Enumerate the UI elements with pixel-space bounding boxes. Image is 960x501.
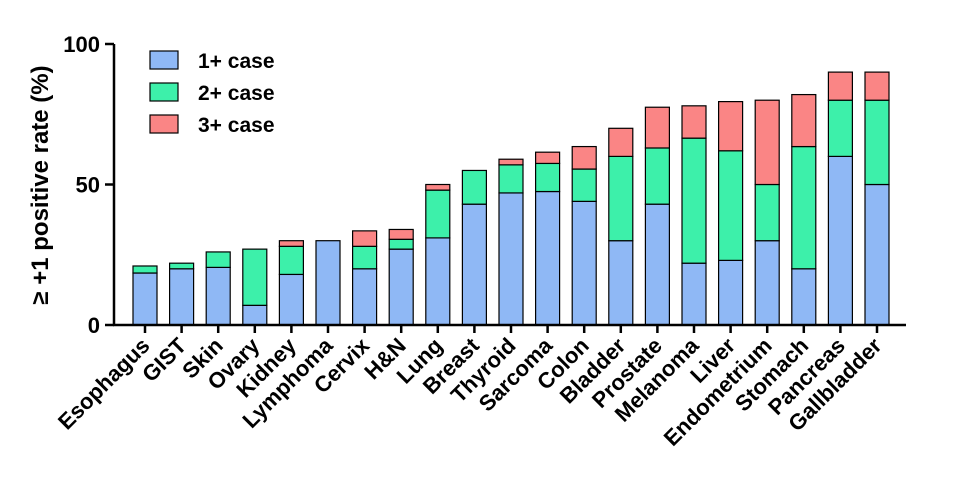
y-tick-label: 50: [76, 173, 100, 198]
bar-1case-colon: [571, 200, 597, 326]
bar-1case-gallbladder: [864, 183, 890, 326]
bar-stack-liver: [717, 101, 744, 326]
bar-3case-liver: [717, 101, 744, 152]
bar-3case-bladder: [608, 127, 634, 158]
bar-3case-kidney: [278, 240, 304, 247]
bar-2case-pancreas: [827, 99, 854, 157]
bar-1case-breast: [461, 203, 487, 326]
bar-2case-endometrium: [754, 183, 780, 242]
legend-label: 3+ case: [198, 114, 275, 137]
bar-2case-thyroid: [498, 164, 524, 194]
bar-stack-endometrium: [754, 99, 780, 326]
bar-3case-endometrium: [754, 99, 780, 186]
bar-stack-ovary: [242, 248, 268, 326]
legend-swatch: [149, 114, 179, 134]
bar-stack-gist: [169, 262, 195, 326]
bar-stack-breast: [461, 169, 487, 326]
bar-2case-melanoma: [681, 137, 707, 264]
bar-1case-gist: [169, 268, 195, 326]
bar-2case-lung: [425, 189, 451, 239]
bar-2case-sarcoma: [534, 162, 561, 193]
bar-1case-cervix: [352, 268, 378, 326]
bar-1case-esophagus: [132, 272, 158, 326]
bar-1case-lung: [425, 237, 451, 326]
bar-2case-gist: [169, 262, 195, 270]
bar-1case-endometrium: [754, 240, 780, 326]
legend: 1+ case 2+ case 3+ case: [149, 50, 275, 137]
bar-stack-stomach: [791, 93, 817, 326]
bar-3case-lung: [425, 183, 451, 191]
bar-2case-bladder: [608, 155, 634, 242]
bar-2case-ovary: [242, 248, 268, 306]
bar-3case-sarcoma: [534, 151, 561, 165]
bar-stack-thyroid: [498, 158, 524, 326]
bar-3case-thyroid: [498, 158, 524, 166]
bar-stack-melanoma: [681, 105, 707, 326]
y-tick-label: 100: [63, 32, 100, 57]
bar-stack-esophagus: [132, 265, 158, 326]
bar-3case-h-n: [388, 228, 414, 240]
bar-stack-gallbladder: [864, 71, 890, 326]
bar-1case-prostate: [644, 203, 671, 326]
bar-2case-kidney: [278, 245, 304, 276]
bar-1case-sarcoma: [534, 190, 561, 326]
bar-stack-h-n: [388, 228, 414, 326]
bar-stack-lymphoma: [315, 240, 341, 326]
bar-1case-pancreas: [827, 155, 854, 326]
bar-3case-cervix: [352, 230, 378, 247]
bar-1case-h-n: [388, 248, 414, 326]
bar-stack-lung: [425, 183, 451, 326]
bar-stack-bladder: [608, 127, 634, 326]
bar-2case-h-n: [388, 238, 414, 250]
bars-group: [132, 71, 890, 326]
legend-swatch: [149, 50, 179, 70]
bar-1case-bladder: [608, 240, 634, 326]
legend-swatch: [149, 82, 179, 102]
bar-1case-skin: [205, 266, 231, 326]
bar-2case-breast: [461, 169, 487, 205]
bar-3case-prostate: [644, 106, 671, 149]
bar-2case-gallbladder: [864, 99, 890, 186]
x-tick-label: Esophagus: [53, 333, 155, 435]
bar-2case-esophagus: [132, 265, 158, 274]
bar-1case-thyroid: [498, 192, 524, 326]
bar-1case-melanoma: [681, 262, 707, 326]
bar-2case-stomach: [791, 145, 817, 270]
bar-stack-prostate: [644, 106, 671, 326]
bar-1case-ovary: [242, 304, 268, 326]
bar-stack-colon: [571, 145, 597, 326]
bar-2case-prostate: [644, 147, 671, 205]
bar-stack-cervix: [352, 230, 378, 326]
bar-3case-colon: [571, 145, 597, 170]
bar-stack-sarcoma: [534, 151, 561, 326]
bar-1case-liver: [717, 259, 744, 326]
bar-3case-melanoma: [681, 105, 707, 139]
bar-stack-pancreas: [827, 71, 854, 326]
bar-1case-stomach: [791, 268, 817, 326]
bar-1case-kidney: [278, 273, 304, 326]
y-axis-label: ≥ +1 positive rate (%): [27, 65, 54, 304]
bar-2case-skin: [205, 251, 231, 268]
bar-stack-skin: [205, 251, 231, 326]
bar-2case-liver: [717, 150, 744, 261]
y-tick-label: 0: [88, 313, 100, 338]
bar-2case-cervix: [352, 245, 378, 270]
bar-3case-gallbladder: [864, 71, 890, 101]
bar-2case-colon: [571, 168, 597, 202]
bar-3case-pancreas: [827, 71, 854, 101]
bar-3case-stomach: [791, 93, 817, 148]
legend-label: 2+ case: [198, 82, 275, 105]
legend-label: 1+ case: [198, 50, 275, 73]
bar-stack-kidney: [278, 240, 304, 326]
bar-1case-lymphoma: [315, 240, 341, 326]
